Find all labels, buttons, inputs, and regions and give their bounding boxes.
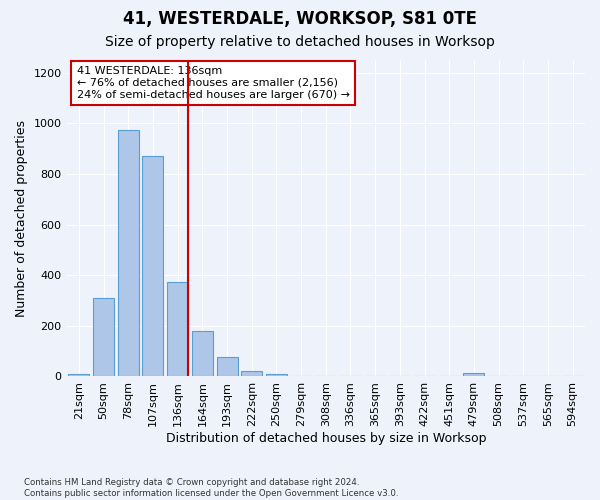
X-axis label: Distribution of detached houses by size in Worksop: Distribution of detached houses by size … [166,432,486,445]
Bar [463,372,484,376]
Bar [266,374,287,376]
Bar [167,282,188,376]
Text: Contains HM Land Registry data © Crown copyright and database right 2024.
Contai: Contains HM Land Registry data © Crown c… [24,478,398,498]
Bar [241,371,262,376]
Bar [68,374,89,376]
Text: Size of property relative to detached houses in Worksop: Size of property relative to detached ho… [105,35,495,49]
Bar [142,156,163,376]
Bar [118,130,139,376]
Bar [217,358,238,376]
Bar [192,331,213,376]
Bar [93,298,114,376]
Y-axis label: Number of detached properties: Number of detached properties [15,120,28,316]
Text: 41, WESTERDALE, WORKSOP, S81 0TE: 41, WESTERDALE, WORKSOP, S81 0TE [123,10,477,28]
Text: 41 WESTERDALE: 136sqm
← 76% of detached houses are smaller (2,156)
24% of semi-d: 41 WESTERDALE: 136sqm ← 76% of detached … [77,66,350,100]
